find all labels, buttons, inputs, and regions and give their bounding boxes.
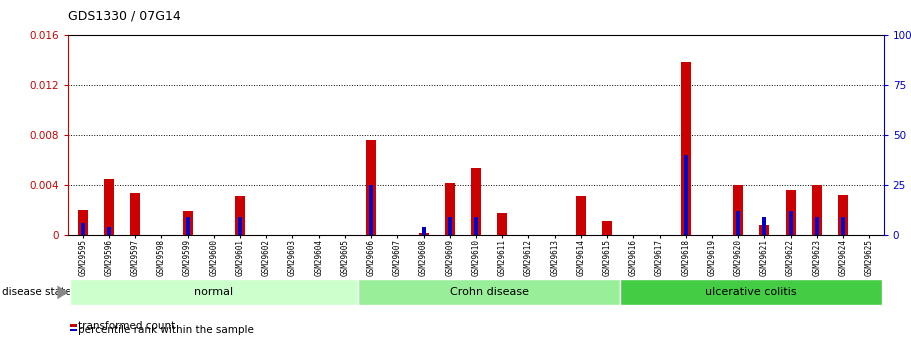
Text: disease state: disease state: [2, 287, 71, 297]
Bar: [736, 210, 740, 235]
Bar: [684, 155, 688, 235]
Bar: [369, 185, 374, 235]
Bar: [81, 223, 85, 235]
Bar: [445, 183, 455, 235]
Bar: [366, 139, 376, 235]
Bar: [448, 217, 452, 235]
Text: transformed count: transformed count: [78, 321, 176, 331]
Text: Crohn disease: Crohn disease: [450, 287, 528, 297]
Bar: [602, 221, 612, 235]
Bar: [812, 185, 822, 235]
Bar: [474, 217, 478, 235]
Bar: [130, 193, 140, 235]
Bar: [471, 168, 481, 235]
Bar: [838, 195, 848, 235]
Text: ulcerative colitis: ulcerative colitis: [705, 287, 797, 297]
Bar: [186, 217, 189, 235]
Bar: [785, 190, 795, 235]
Bar: [422, 227, 425, 235]
Bar: [107, 227, 111, 235]
Bar: [182, 211, 192, 235]
Bar: [576, 196, 586, 235]
Bar: [733, 185, 743, 235]
Bar: [418, 233, 428, 235]
Text: GDS1330 / 07G14: GDS1330 / 07G14: [68, 9, 181, 22]
Bar: [235, 196, 245, 235]
Bar: [681, 62, 691, 235]
Bar: [497, 213, 507, 235]
Bar: [238, 217, 242, 235]
Bar: [841, 217, 845, 235]
Bar: [77, 210, 87, 235]
Bar: [789, 210, 793, 235]
Bar: [763, 217, 766, 235]
Bar: [104, 179, 114, 235]
Text: percentile rank within the sample: percentile rank within the sample: [78, 325, 254, 335]
Text: normal: normal: [194, 287, 233, 297]
Bar: [814, 217, 819, 235]
Bar: [760, 225, 770, 235]
